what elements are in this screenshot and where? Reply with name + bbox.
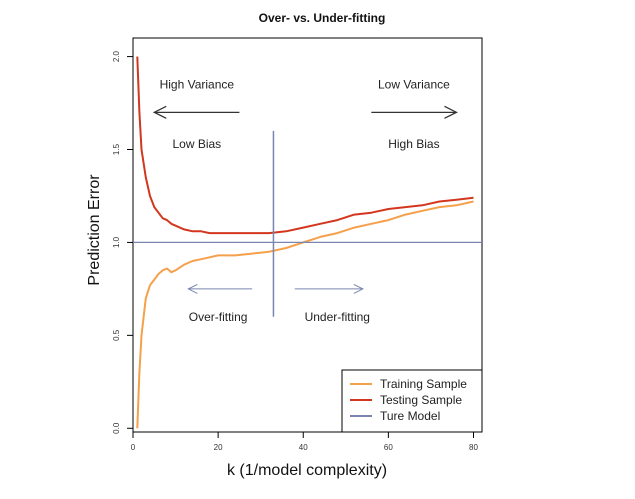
plot-frame xyxy=(132,37,483,433)
x-tick-label: 40 xyxy=(299,443,308,452)
under-fitting-label: Under-fitting xyxy=(305,310,370,324)
high-variance-label: High Variance xyxy=(160,77,235,91)
under-fitting-arrow-head xyxy=(353,283,364,294)
legend-label: Training Sample xyxy=(380,377,467,391)
low-bias-label: Low Bias xyxy=(172,137,221,151)
high-bias-label: High Bias xyxy=(388,137,439,151)
high-variance-arrow-head xyxy=(152,105,167,119)
y-tick-label: 0.0 xyxy=(112,422,121,434)
testing-sample-line xyxy=(136,56,474,235)
chart-title: Over- vs. Under-fitting xyxy=(259,11,386,25)
over-fitting-label: Over-fitting xyxy=(189,310,248,324)
y-tick-label: 1.5 xyxy=(112,143,121,155)
legend-label: Testing Sample xyxy=(380,393,462,407)
y-tick-label: 2.0 xyxy=(112,50,121,62)
low-variance-label: Low Variance xyxy=(378,77,450,91)
y-tick-label: 1.0 xyxy=(112,236,121,248)
x-axis-title: k (1/model complexity) xyxy=(227,462,387,479)
legend-label: Ture Model xyxy=(380,409,440,423)
x-tick-label: 20 xyxy=(214,443,223,452)
plot-layer: 0 20 40 60 80 0.0 0.5 1.0 1.5 2.0 High Variance Low… xyxy=(112,37,483,452)
over-fitting-arrow-head xyxy=(187,283,198,294)
y-axis-title: Prediction Error xyxy=(86,174,103,286)
x-tick-label: 80 xyxy=(469,443,478,452)
x-tick-label: 60 xyxy=(384,443,393,452)
y-tick-label: 0.5 xyxy=(112,329,121,341)
x-tick-label: 0 xyxy=(131,443,136,452)
training-sample-line xyxy=(136,200,474,429)
low-variance-arrow-head xyxy=(444,105,458,119)
